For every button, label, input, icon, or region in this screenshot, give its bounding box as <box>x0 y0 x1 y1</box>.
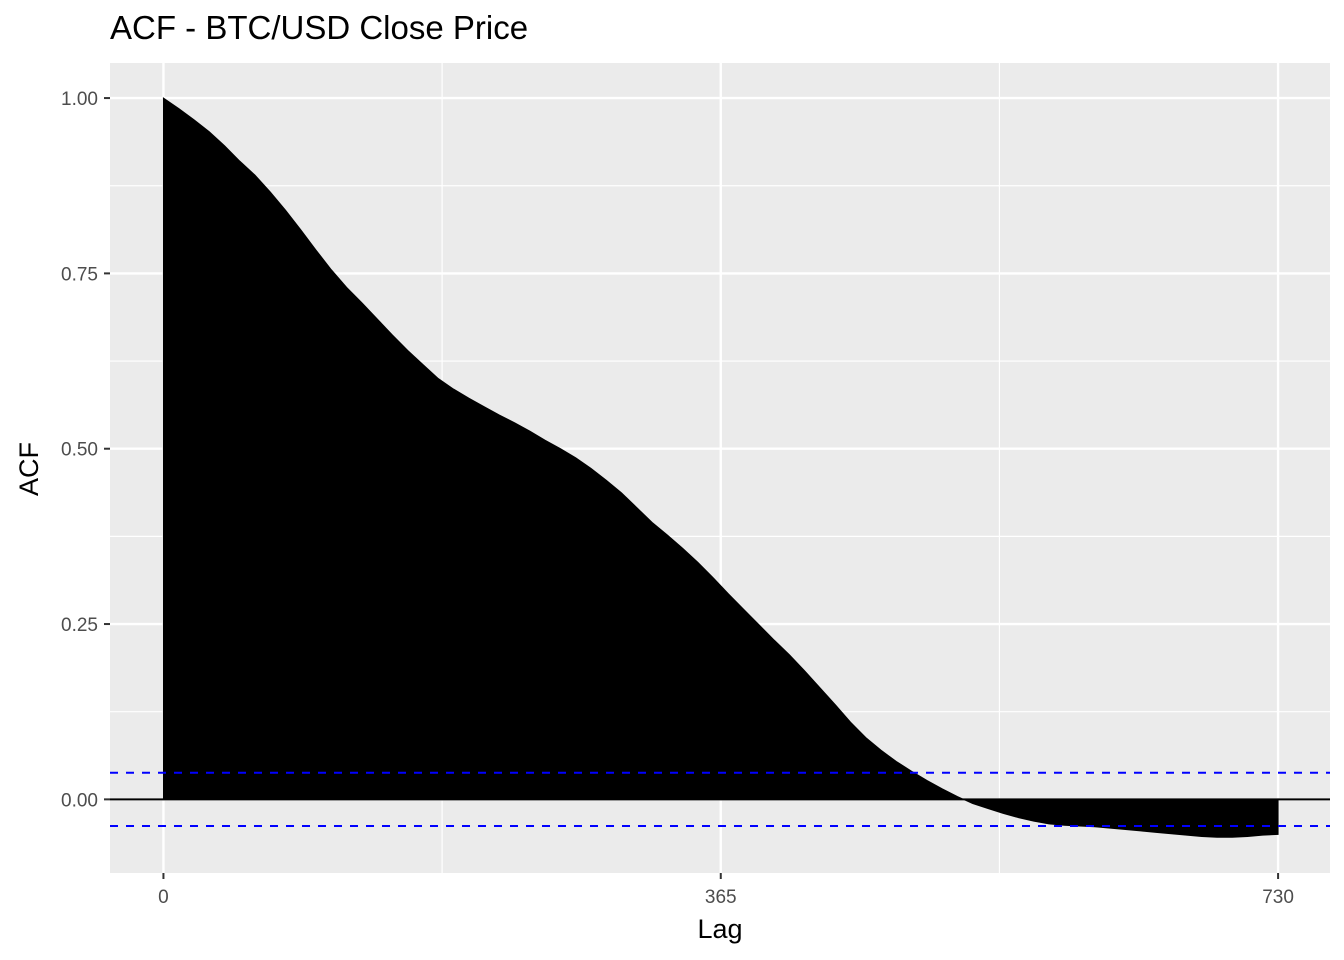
y-tick-label: 0.00 <box>61 790 98 811</box>
acf-area <box>162 97 1279 838</box>
y-tick-label: 0.25 <box>61 615 98 636</box>
y-tick-label: 0.50 <box>61 440 98 461</box>
x-axis: 0 365 730 <box>158 873 1294 908</box>
x-tick-label: 0 <box>158 887 169 908</box>
x-tick-label: 730 <box>1262 887 1294 908</box>
y-axis: 0.00 0.25 0.50 0.75 1.00 <box>61 89 110 811</box>
x-tick-label: 365 <box>705 887 737 908</box>
y-tick-label: 0.75 <box>61 264 98 285</box>
chart-title: ACF - BTC/USD Close Price <box>110 9 529 46</box>
x-axis-title: Lag <box>697 914 742 944</box>
y-tick-label: 1.00 <box>61 89 98 110</box>
y-axis-title: ACF <box>14 442 44 496</box>
